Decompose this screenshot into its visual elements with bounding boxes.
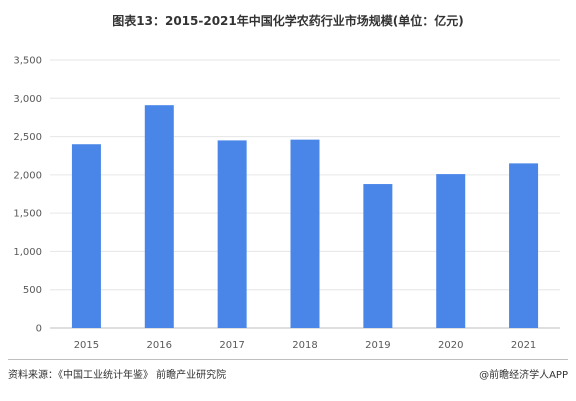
- source-note: 资料来源：《中国工业统计年鉴》 前瞻产业研究院: [8, 370, 227, 381]
- x-tick-label: 2020: [438, 340, 463, 351]
- x-tick-label: 2021: [511, 340, 536, 351]
- y-tick-label: 3,000: [13, 94, 42, 105]
- bar-2020: [436, 174, 466, 328]
- y-tick-label: 1,000: [13, 247, 42, 258]
- bar-2016: [144, 105, 174, 328]
- bar-2019: [363, 184, 393, 328]
- y-tick-label: 3,500: [13, 56, 42, 67]
- x-tick-label: 2019: [365, 340, 390, 351]
- y-tick-label: 2,000: [13, 170, 42, 181]
- bar-2018: [290, 139, 320, 328]
- brand-credit: @前瞻经济学人APP: [479, 370, 568, 381]
- bars: [71, 105, 539, 328]
- y-tick-label: 0: [36, 324, 42, 335]
- x-tick-label: 2016: [147, 340, 172, 351]
- bar-2021: [509, 163, 539, 328]
- bar-2015: [71, 144, 101, 328]
- x-tick-label: 2017: [219, 340, 244, 351]
- bar-2017: [217, 140, 247, 328]
- footer-divider: [8, 359, 568, 360]
- y-tick-label: 1,500: [13, 209, 42, 220]
- x-axis: 2015 2016 2017 2018 2019 2020 2021: [74, 340, 537, 351]
- y-axis: 0 500 1,000 1,500 2,000 2,500 3,000 3,500: [13, 56, 42, 335]
- chart-title: 图表13：2015-2021年中国化学农药行业市场规模(单位：亿元): [112, 14, 464, 28]
- y-tick-label: 500: [23, 285, 42, 296]
- x-tick-label: 2015: [74, 340, 99, 351]
- x-tick-label: 2018: [292, 340, 317, 351]
- y-tick-label: 2,500: [13, 132, 42, 143]
